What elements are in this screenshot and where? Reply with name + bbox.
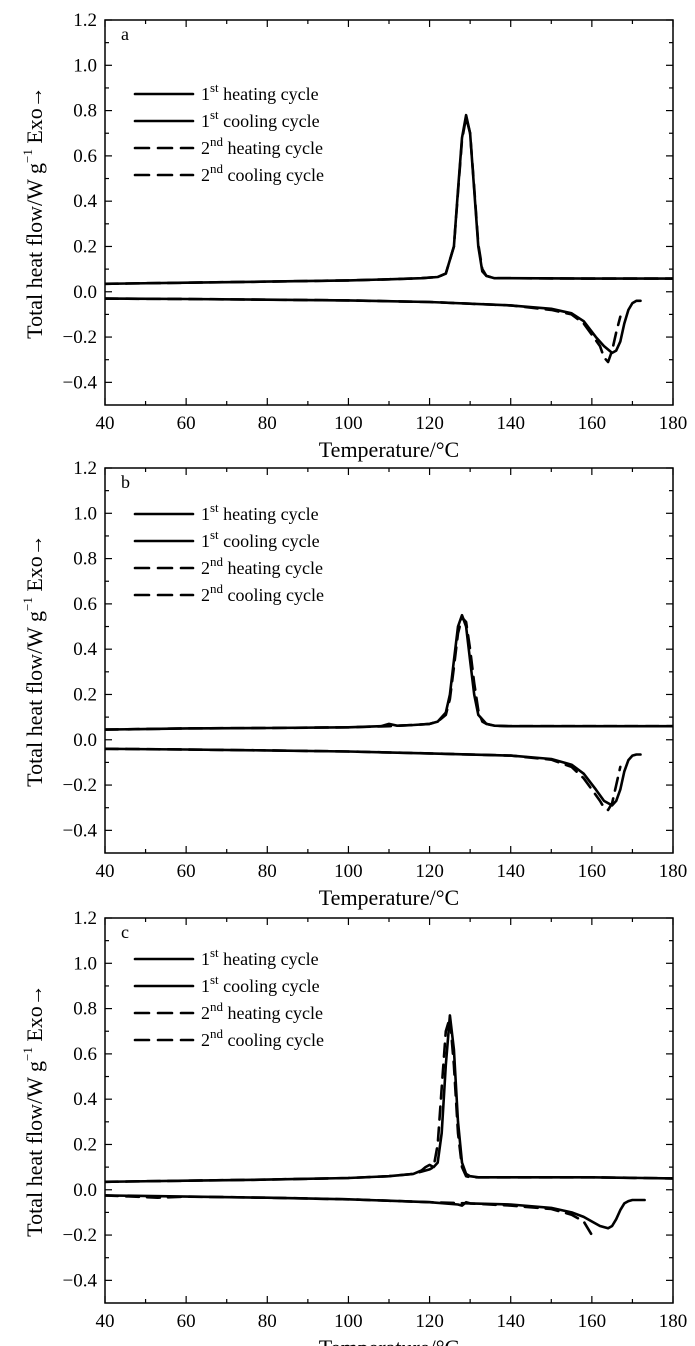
x-tick-label: 160: [578, 1311, 607, 1332]
series-line-1: [105, 613, 673, 731]
panel-label: c: [121, 922, 129, 942]
legend-entry: 2nd heating cycle: [201, 554, 323, 578]
y-tick-label: −0.2: [63, 775, 97, 796]
y-tick-label: 1.2: [73, 908, 97, 929]
legend-entry: 1st heating cycle: [201, 945, 319, 969]
y-tick-label: −0.2: [63, 327, 97, 348]
series-line-3: [105, 747, 642, 807]
y-axis-title: Total heat flow/W g−1 Exo→: [20, 534, 47, 787]
series-line-2: [105, 1016, 673, 1184]
legend-entry: 1st cooling cycle: [201, 107, 320, 131]
series-line-2: [105, 116, 673, 286]
y-tick-label: 0.8: [73, 101, 97, 122]
y-tick-label: 0.2: [73, 1134, 97, 1155]
y-tick-label: 0.2: [73, 684, 97, 705]
legend-entry: 2nd cooling cycle: [201, 581, 324, 605]
y-axis-title: Total heat flow/W g−1 Exo→: [20, 86, 47, 339]
x-tick-label: 140: [496, 861, 525, 882]
plot-frame: [104, 467, 674, 854]
y-tick-label: −0.4: [63, 820, 98, 841]
legend-entry: 2nd heating cycle: [201, 999, 323, 1023]
x-tick-label: 100: [334, 1311, 363, 1332]
legend-entry: 2nd cooling cycle: [201, 1026, 324, 1050]
x-tick-label: 160: [578, 861, 607, 882]
legend-entry: 1st heating cycle: [201, 80, 319, 104]
plot-frame: [104, 917, 674, 1304]
x-axis-title: Temperature/°C: [319, 885, 459, 910]
y-tick-label: 0.8: [73, 999, 97, 1020]
x-tick-label: 140: [496, 413, 525, 434]
x-tick-label: 60: [177, 861, 196, 882]
y-tick-label: −0.2: [63, 1225, 97, 1246]
series-line-4: [105, 1194, 598, 1241]
x-tick-label: 120: [415, 413, 444, 434]
series-line-1: [105, 1014, 673, 1184]
legend-entry: 1st heating cycle: [201, 500, 319, 524]
x-tick-label: 160: [578, 413, 607, 434]
y-axis-title: Total heat flow/W g−1 Exo→: [20, 984, 47, 1237]
y-tick-label: 0.4: [73, 639, 97, 660]
x-tick-label: 140: [496, 1311, 525, 1332]
legend-entry: 1st cooling cycle: [201, 527, 320, 551]
series-line-1: [105, 113, 673, 286]
series-line-4: [105, 747, 622, 812]
x-tick-label: 60: [177, 1311, 196, 1332]
y-tick-label: 0.2: [73, 236, 97, 257]
panel-label: a: [121, 24, 129, 44]
y-tick-label: 0.0: [73, 730, 97, 751]
x-axis-title: Temperature/°C: [319, 1335, 459, 1346]
x-tick-label: 120: [415, 1311, 444, 1332]
y-tick-label: 0.6: [73, 146, 97, 167]
x-tick-label: 180: [659, 1311, 688, 1332]
x-tick-label: 180: [659, 413, 688, 434]
x-tick-label: 120: [415, 861, 444, 882]
chart-panel-a: 40 60 80 100 120 140 160 180 −0.4 −0.2 0.0 0.2 0.4 0.…: [20, 10, 687, 462]
y-tick-label: 0.0: [73, 282, 97, 303]
y-tick-label: −0.4: [63, 1270, 98, 1291]
y-tick-label: 0.4: [73, 191, 97, 212]
chart-panel-c: 40 60 80 100 120 140 160 180 −0.4 −0.2 0.0 0.2 0.4 0.…: [20, 908, 687, 1346]
x-tick-label: 100: [334, 413, 363, 434]
y-tick-label: 1.2: [73, 10, 97, 31]
plot-frame: [104, 19, 674, 406]
y-tick-label: −0.4: [63, 372, 98, 393]
y-tick-label: 0.6: [73, 1044, 97, 1065]
x-tick-label: 40: [96, 413, 115, 434]
y-tick-label: 1.0: [73, 55, 97, 76]
y-tick-label: 0.6: [73, 594, 97, 615]
x-tick-label: 40: [96, 861, 115, 882]
y-tick-label: 1.0: [73, 503, 97, 524]
legend-entry: 1st cooling cycle: [201, 972, 320, 996]
x-tick-label: 60: [177, 413, 196, 434]
y-tick-label: 0.4: [73, 1089, 97, 1110]
x-tick-label: 40: [96, 1311, 115, 1332]
chart-panel-b: 40 60 80 100 120 140 160 180 −0.4 −0.2 0.0 0.2 0.4 0.…: [20, 458, 687, 910]
series-line-3: [105, 1194, 646, 1230]
y-tick-label: 0.0: [73, 1180, 97, 1201]
series-line-2: [105, 616, 673, 731]
legend: 1st heating cycle 1st cooling cycle 2nd he…: [133, 500, 324, 605]
legend: 1st heating cycle 1st cooling cycle 2nd he…: [133, 80, 324, 185]
x-tick-label: 80: [258, 861, 277, 882]
legend-entry: 2nd heating cycle: [201, 134, 323, 158]
y-tick-label: 1.0: [73, 953, 97, 974]
series-line-3: [105, 297, 642, 355]
panel-label: b: [121, 472, 130, 492]
x-tick-label: 100: [334, 861, 363, 882]
y-tick-label: 0.8: [73, 549, 97, 570]
x-tick-label: 180: [659, 861, 688, 882]
x-tick-label: 80: [258, 1311, 277, 1332]
legend-entry: 2nd cooling cycle: [201, 161, 324, 185]
y-tick-label: 1.2: [73, 458, 97, 479]
legend: 1st heating cycle 1st cooling cycle 2nd he…: [133, 945, 324, 1050]
x-axis-title: Temperature/°C: [319, 437, 459, 462]
x-tick-label: 80: [258, 413, 277, 434]
series-line-4: [105, 297, 622, 364]
